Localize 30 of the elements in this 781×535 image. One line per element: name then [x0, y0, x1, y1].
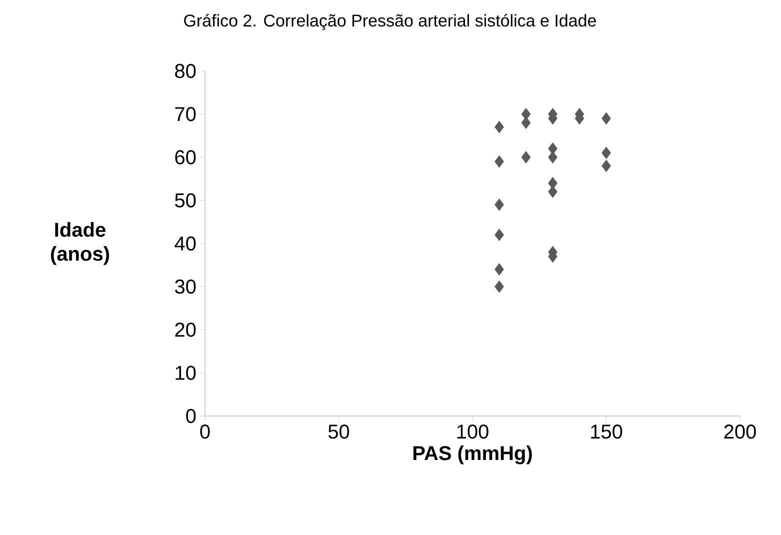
- y-tick-label: 80: [175, 64, 196, 78]
- y-tick-label: 20: [175, 322, 196, 337]
- x-tick-label: 0: [200, 424, 210, 439]
- y-tick-label: 0: [186, 408, 196, 424]
- y-tick-label: 10: [176, 366, 196, 380]
- point: [602, 160, 611, 172]
- point: [494, 263, 504, 276]
- point: [521, 151, 531, 164]
- point: [494, 120, 504, 134]
- point: [494, 155, 504, 168]
- point: [494, 280, 504, 293]
- y-tick-label: 60: [175, 150, 196, 164]
- chart-title: Gráfico 2. Correlação Pressão arterial sistólica e Idade: [184, 14, 596, 30]
- x-tick-label: 100: [457, 424, 488, 439]
- x-tick-label: 200: [724, 424, 756, 439]
- y-tick-label: 70: [175, 107, 196, 122]
- point: [521, 116, 531, 129]
- point: [602, 146, 611, 160]
- point: [494, 198, 504, 211]
- x-tick-label: 150: [591, 424, 622, 439]
- y-tick-label: 30: [174, 280, 196, 294]
- y-axis-title: Idade (anos): [51, 222, 109, 265]
- point: [548, 151, 558, 164]
- point: [602, 112, 611, 125]
- point: [494, 228, 504, 242]
- point: [548, 186, 558, 198]
- x-tick-label: 50: [328, 424, 350, 439]
- x-axis-title: PAS (mmHg): [413, 446, 532, 464]
- y-tick-label: 50: [175, 193, 196, 208]
- y-tick-label: 40: [174, 236, 196, 251]
